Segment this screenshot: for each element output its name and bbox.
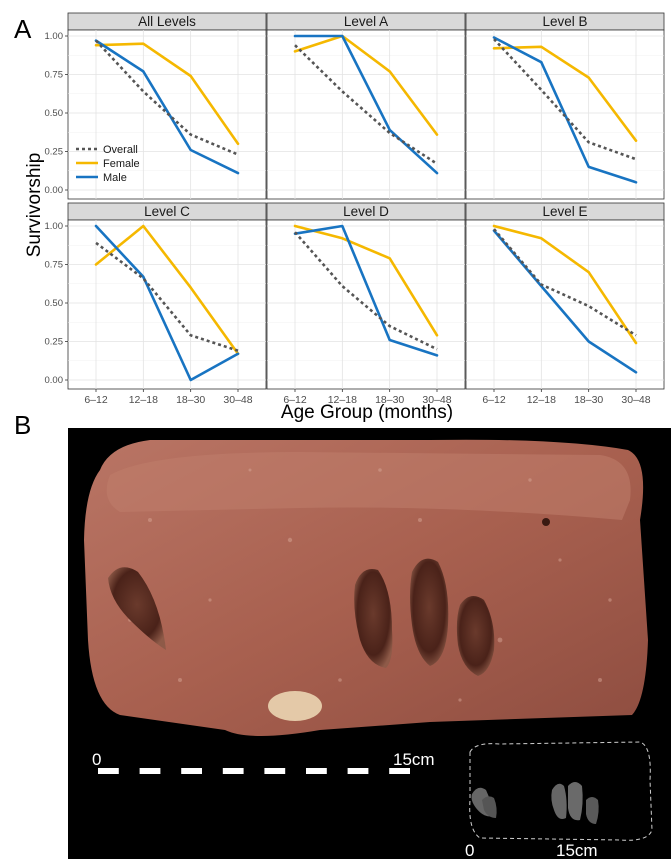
series-line-male [293, 34, 439, 175]
scale-bar-segment [118, 768, 140, 774]
facet-panel: Level B [465, 12, 665, 200]
inset-outline [469, 741, 653, 841]
inset-print-mid-c [586, 797, 599, 824]
scale-bar-segment [243, 768, 265, 774]
y-tick-label: 0.50 [45, 298, 64, 309]
x-tick-label: 6–12 [84, 394, 108, 406]
legend-label: Male [103, 172, 127, 184]
pebble [268, 691, 322, 721]
footprint-middle-left-hoof [354, 569, 393, 668]
facet-title: Level E [542, 204, 587, 219]
series-line-overall [493, 228, 637, 337]
scale-bar-segment [202, 768, 223, 774]
x-tick-label: 30–48 [621, 394, 650, 406]
facet-panel: Level E 6–12 12–18 18–30 30–48 [465, 202, 665, 406]
legend: Overall Female Male [76, 144, 140, 184]
facet-panel: Level A [266, 12, 466, 200]
scale-bar-segment [326, 768, 348, 774]
scale-bar [98, 768, 410, 774]
facet-title: Level B [542, 14, 587, 29]
y-tick-label: 0.25 [45, 337, 64, 348]
inset-print-left-2 [482, 796, 497, 818]
x-tick-label: 30–48 [422, 394, 451, 406]
facet-panel: Level D 6–12 12–18 18–30 30–48 [266, 202, 466, 406]
x-tick-label: 30–48 [223, 394, 252, 406]
stone-texture [128, 468, 612, 702]
x-tick-label: 18–30 [375, 394, 404, 406]
scale-bar-start-label: 0 [92, 750, 101, 769]
series-line-female [492, 45, 638, 142]
series-line-overall [294, 44, 438, 165]
y-tick-label: 0.00 [45, 185, 64, 196]
legend-label: Female [103, 158, 140, 170]
series-line-overall [294, 231, 438, 351]
series-line-overall [95, 241, 239, 352]
scale-bar-segment [285, 768, 306, 774]
x-tick-label: 6–12 [482, 394, 506, 406]
facet-grid: All Levels 0.00 0.25 0.50 0.75 1.00 Level A Lev… [45, 12, 665, 406]
footprint-middle-right-hoof [410, 558, 449, 666]
series-line-female [492, 224, 638, 345]
stone-top-face [106, 452, 631, 520]
footprint-right [456, 596, 495, 676]
facet-title: All Levels [138, 14, 196, 29]
y-axis-title: Survivorship [24, 153, 45, 258]
stone-hole [542, 518, 550, 526]
inset-print-mid-b [568, 782, 583, 821]
series-line-male [293, 224, 439, 357]
panel-a-label: A [14, 14, 32, 44]
facet-title: Level D [343, 204, 389, 219]
facet-panel: All Levels 0.00 0.25 0.50 0.75 1.00 [45, 12, 267, 200]
x-tick-label: 6–12 [283, 394, 307, 406]
series-line-female [293, 34, 439, 136]
x-tick-label: 12–18 [129, 394, 158, 406]
facet-title: Level A [344, 14, 388, 29]
inset-scale-start-label: 0 [465, 841, 474, 859]
x-axis-title: Age Group (months) [281, 402, 453, 423]
x-tick-label: 18–30 [176, 394, 205, 406]
y-tick-label: 1.00 [45, 31, 64, 42]
scale-bar-segment [160, 768, 182, 774]
x-tick-label: 12–18 [527, 394, 556, 406]
y-tick-label: 0.75 [45, 70, 64, 81]
y-tick-label: 0.25 [45, 147, 64, 158]
facet-panel: Level C 0.00 0.25 0.50 0.75 1.00 6–12 12–18 18–3… [45, 202, 267, 406]
scale-bar-end-label: 15cm [393, 750, 435, 769]
inset-print-mid-a [551, 783, 567, 819]
series-line-female [94, 42, 240, 146]
y-tick-label: 0.75 [45, 260, 64, 271]
facet-title: Level C [144, 204, 190, 219]
series-line-female [293, 224, 439, 337]
scale-bar-segment [368, 768, 390, 774]
legend-label: Overall [103, 144, 138, 156]
x-tick-label: 12–18 [328, 394, 357, 406]
y-tick-label: 0.00 [45, 375, 64, 386]
footprint-left [108, 567, 166, 650]
y-tick-label: 0.50 [45, 108, 64, 119]
panel-b-label: B [14, 410, 31, 440]
series-line-overall [493, 38, 637, 161]
series-line-male [94, 224, 240, 382]
series-line-female [94, 224, 240, 356]
x-tick-label: 18–30 [574, 394, 603, 406]
footprint-photo: 0 15cm 0 15cm [68, 428, 671, 859]
inset-scale-end-label: 15cm [556, 841, 598, 859]
series-line-male [94, 39, 240, 175]
y-tick-label: 1.00 [45, 221, 64, 232]
